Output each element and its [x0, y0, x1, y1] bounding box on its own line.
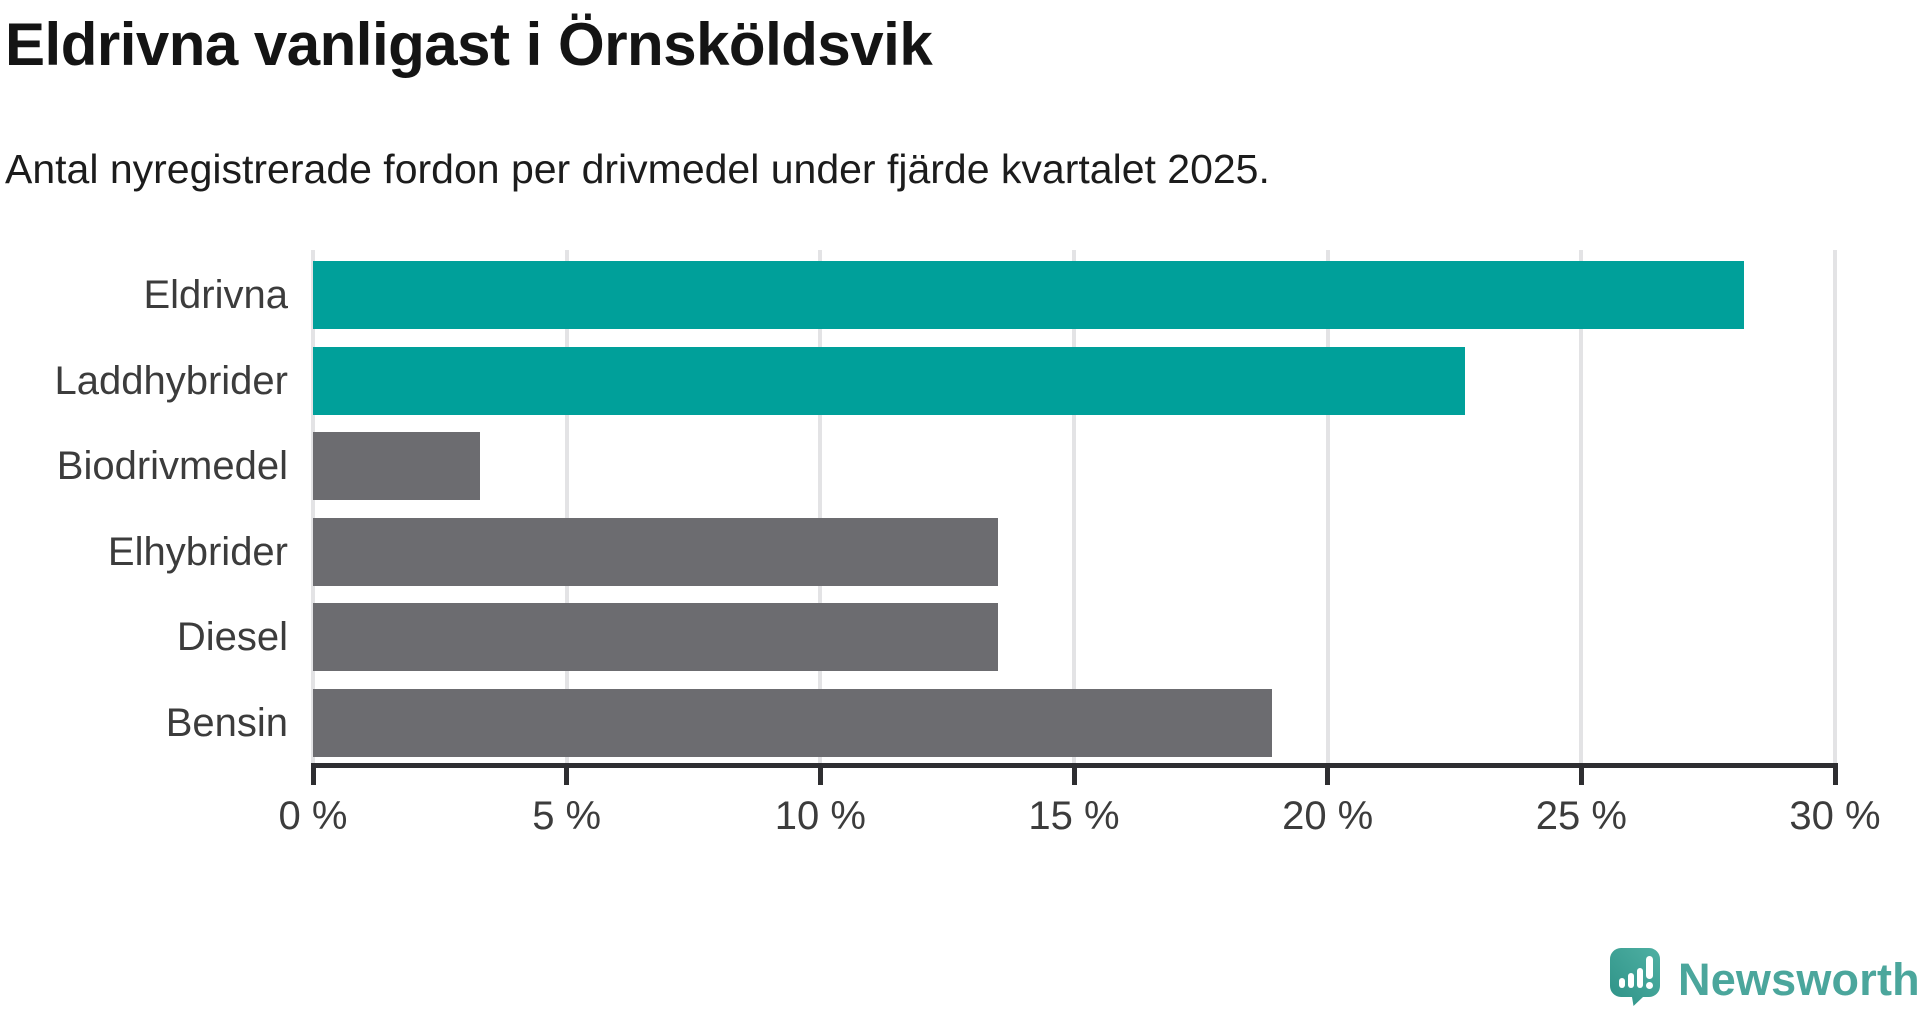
gridline-5	[564, 250, 569, 763]
gridline-20	[1325, 250, 1330, 763]
chart-title: Eldrivna vanligast i Örnsköldsvik	[5, 11, 933, 78]
x-axis-tick-label-30: 30 %	[1789, 794, 1881, 838]
gridline-0	[311, 250, 315, 763]
category-label-laddhybrider: Laddhybrider	[54, 358, 289, 403]
bar-laddhybrider	[313, 346, 1465, 415]
x-axis-tick-10	[817, 763, 823, 785]
plot-area: 0 % 5 % 10 % 15 % 20 % 25 % 30 %	[279, 250, 1881, 838]
x-axis-tick-5	[564, 763, 570, 785]
x-axis-tick-25	[1578, 763, 1584, 785]
gridline-10	[818, 250, 823, 763]
gridline-25	[1579, 250, 1584, 763]
bar-eldrivna	[313, 261, 1744, 329]
x-axis-tick-label-0: 0 %	[278, 794, 348, 838]
bar-biodrivmedel	[313, 432, 481, 501]
x-axis-tick-label-25: 25 %	[1535, 794, 1627, 838]
category-label-bensin: Bensin	[165, 701, 288, 745]
newsworthy-logo-icon	[1610, 948, 1660, 1006]
category-label-elhybrider: Elhybrider	[107, 529, 288, 574]
x-axis-tick-15	[1071, 763, 1077, 785]
category-label-eldrivna: Eldrivna	[143, 273, 288, 317]
x-axis-tick-label-10: 10 %	[774, 794, 866, 838]
bar-bensin	[313, 689, 1272, 757]
newsworthy-logo-text: Newsworthy	[1678, 954, 1920, 1005]
x-axis-tick-0	[310, 763, 316, 785]
newsworthy-logo[interactable]: Newsworthy	[1610, 948, 1920, 1006]
bar-elhybrider	[313, 517, 998, 586]
x-axis-tick-label-15: 15 %	[1028, 794, 1120, 838]
chart-subtitle: Antal nyregistrerade fordon per drivmede…	[5, 146, 1270, 192]
bar-diesel	[313, 603, 998, 672]
category-label-biodrivmedel: Biodrivmedel	[56, 444, 288, 489]
x-axis-tick-30	[1832, 763, 1838, 785]
x-axis-tick-label-5: 5 %	[532, 794, 602, 838]
x-axis-tick-label-20: 20 %	[1282, 794, 1374, 838]
gridline-30	[1833, 250, 1837, 763]
gridline-15	[1072, 250, 1076, 763]
category-label-diesel: Diesel	[176, 615, 288, 660]
category-axis: Eldrivna Laddhybrider Biodrivmedel Elhybrid…	[0, 250, 289, 763]
x-axis-tick-20	[1325, 763, 1331, 785]
